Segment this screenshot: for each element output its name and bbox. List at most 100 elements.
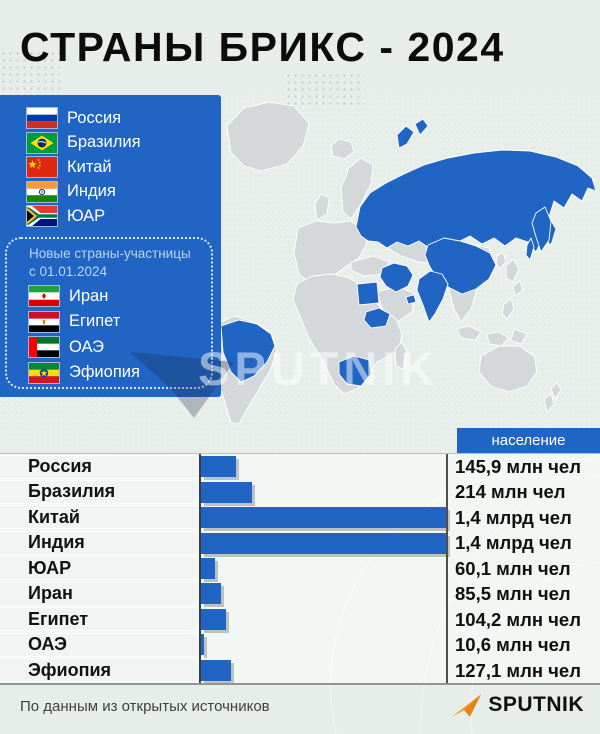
new-members-box: Новые страны-участницы с 01.01.2024 Иран…: [5, 237, 213, 389]
flag-india-icon: [27, 181, 57, 202]
country-name: Китай: [67, 157, 112, 176]
brics-legend: Россия Бразилия Китай Индия: [0, 95, 221, 397]
new-member-list: Иран Египет ОАЭ Эфиопия: [29, 286, 211, 383]
country-name: Россия: [67, 108, 122, 127]
map-country-japan: [505, 258, 520, 283]
population-value: 60,1 млн чел: [455, 557, 571, 579]
map-country-iceland: [330, 138, 355, 160]
chart-row: Эфиопия 127,1 млн чел: [0, 658, 600, 683]
chart-row: Индия 1,4 млрд чел: [0, 530, 600, 555]
map-country-russia-novaya-zemlya: [396, 125, 415, 149]
country-label: ОАЭ: [28, 634, 67, 655]
flag-south-africa-icon: [27, 206, 57, 226]
map-country-korea: [495, 251, 507, 270]
chart-row: Бразилия 214 млн чел: [0, 479, 600, 504]
row-stripe: [0, 531, 196, 554]
chart-bottom-border: [0, 683, 600, 685]
population-bar: [201, 507, 447, 529]
member-list: Россия Бразилия Китай Индия: [27, 108, 141, 226]
population-bar: [201, 481, 252, 503]
legend-item: Китай: [27, 157, 141, 177]
legend-item: Эфиопия: [29, 362, 211, 383]
bar-track: [201, 608, 447, 630]
population-chart: Россия 145,9 млн чел Бразилия 214 млн че…: [0, 454, 600, 683]
bar-track: [201, 532, 447, 554]
legend-item: Бразилия: [27, 132, 141, 153]
sputnik-logo-text: SPUTNIK: [488, 692, 584, 716]
population-value: 127,1 млн чел: [455, 659, 581, 681]
country-name: Бразилия: [67, 133, 141, 151]
population-value: 10,6 млн чел: [455, 634, 571, 656]
country-label: Египет: [28, 608, 89, 629]
map-country-ethiopia: [363, 307, 391, 329]
row-stripe: [0, 557, 196, 580]
population-bar: [201, 634, 204, 656]
legend-item: ОАЭ: [29, 337, 211, 358]
map-region-indonesia: [456, 325, 482, 341]
country-name: Египет: [69, 312, 121, 331]
map-region-europe: [293, 220, 368, 285]
map-country-russia-kamchatka: [531, 206, 552, 253]
map-region-indonesia: [486, 331, 510, 347]
map-country-brazil: [220, 319, 276, 383]
population-value: 1,4 млрд чел: [455, 506, 572, 528]
chart-row: ЮАР 60,1 млн чел: [0, 556, 600, 581]
flag-iran-icon: [29, 286, 59, 307]
bar-track: [201, 481, 447, 503]
country-label: Иран: [28, 583, 73, 604]
population-bar: [201, 532, 447, 554]
bar-track: [201, 507, 447, 529]
map-country-greenland: [226, 101, 310, 172]
population-header-label: население: [491, 431, 566, 449]
flag-china-icon: [27, 157, 57, 177]
bar-track: [201, 456, 447, 478]
row-stripe: [0, 582, 196, 605]
population-value: 104,2 млн чел: [455, 608, 581, 630]
legend-item: Египет: [29, 311, 211, 332]
population-bar: [201, 659, 232, 681]
map-country-new-zealand: [543, 393, 555, 413]
population-bar: [201, 608, 226, 630]
sputnik-logo-arrow-icon: [452, 694, 482, 717]
country-name: Иран: [69, 286, 109, 305]
row-stripe: [0, 455, 196, 478]
bar-track: [201, 583, 447, 605]
country-label: ЮАР: [28, 557, 72, 578]
flag-uae-icon: [29, 337, 59, 358]
row-stripe: [0, 659, 196, 681]
country-name: Индия: [67, 182, 116, 200]
map-country-uae: [405, 294, 417, 305]
map-country-south-africa: [338, 355, 372, 387]
population-header: население: [457, 428, 600, 453]
flag-brazil-icon: [27, 132, 57, 153]
population-bar: [201, 583, 222, 605]
map-country-russia-novaya-zemlya: [414, 118, 429, 136]
row-stripe: [0, 506, 196, 529]
country-name: ЮАР: [67, 206, 106, 225]
bar-track: [201, 557, 447, 579]
map-country-madagascar: [394, 341, 408, 370]
bar-track: [201, 659, 447, 681]
map-country-russia-sakhalin: [525, 237, 535, 261]
legend-item: Индия: [27, 181, 141, 202]
population-value: 85,5 млн чел: [455, 583, 571, 605]
row-stripe: [0, 633, 196, 656]
country-name: ОАЭ: [69, 337, 104, 356]
new-members-note: Новые страны-участницы с 01.01.2024: [29, 246, 191, 279]
row-stripe: [0, 480, 196, 503]
map-country-iran: [379, 262, 414, 293]
population-bar: [201, 456, 236, 478]
map-country-uk: [314, 193, 330, 221]
map-country-philippines: [501, 298, 515, 320]
country-label: Эфиопия: [28, 659, 112, 680]
chart-rows: Россия 145,9 млн чел Бразилия 214 млн че…: [0, 454, 600, 683]
legend-item: Россия: [27, 108, 141, 128]
population-value: 214 млн чел: [455, 481, 566, 503]
population-value: 145,9 млн чел: [455, 456, 581, 477]
map-country-australia: [478, 345, 538, 393]
population-bar: [201, 557, 216, 579]
legend-item: ЮАР: [27, 206, 141, 226]
population-value: 1,4 млрд чел: [455, 532, 572, 554]
map-country-new-zealand: [550, 381, 562, 400]
